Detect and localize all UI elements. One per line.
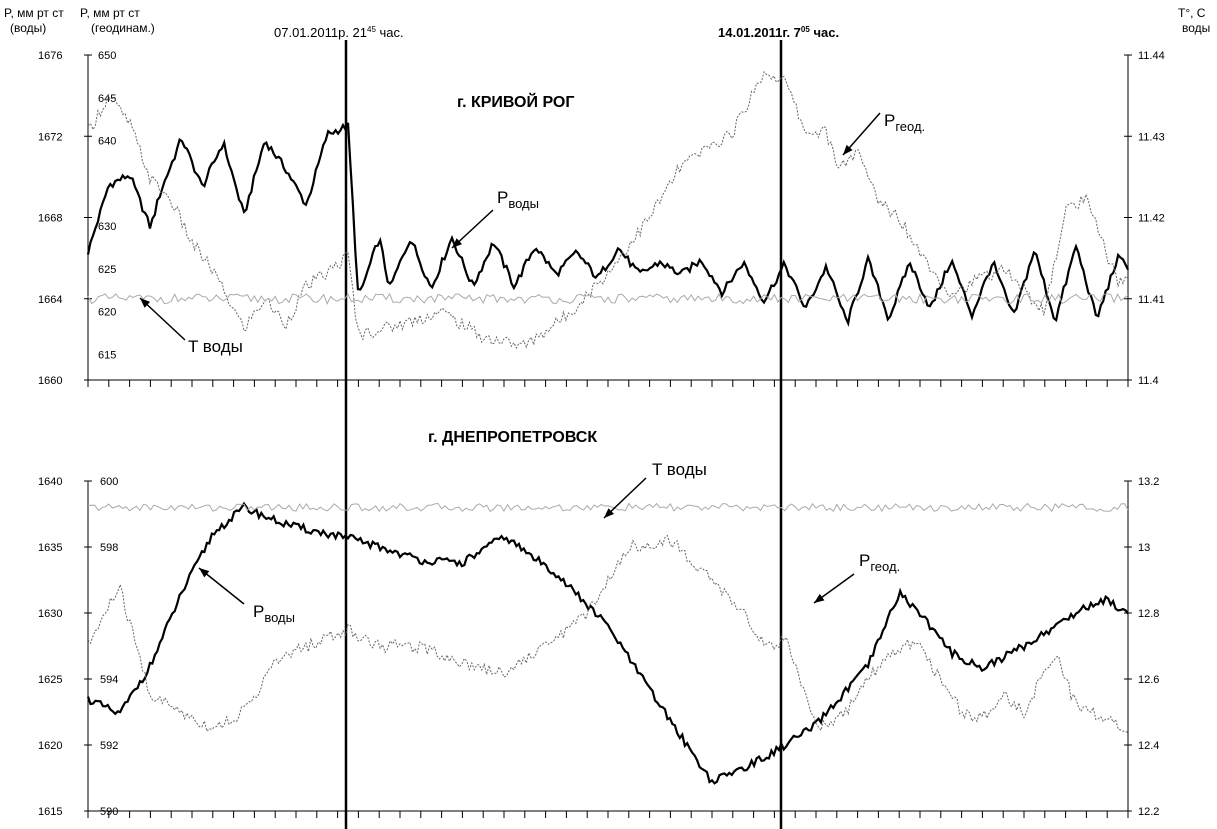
p-water-tick-label: 1668: [38, 213, 62, 225]
annotation-arrowhead: [843, 144, 853, 155]
p-water-tick-label: 1640: [38, 476, 62, 488]
p-water-tick-label: 1635: [38, 542, 62, 554]
p-geod-tick-label: 620: [98, 307, 116, 319]
annotation-arrowhead: [814, 593, 825, 603]
t-water-tick-label: 12.8: [1138, 608, 1159, 620]
p-water-tick-label: 1676: [38, 50, 62, 62]
series-t-water-line: [87, 502, 1129, 513]
t-water-tick-label: 12.6: [1138, 674, 1159, 686]
p-water-tick-label: 1660: [38, 375, 62, 387]
left-axis-1-title: P, мм рт ст: [4, 6, 64, 20]
p-geod-tick-label: 630: [98, 221, 116, 233]
annotation-arrowhead: [604, 508, 614, 518]
p-water-tick-label: 1620: [38, 740, 62, 752]
panel-title: г. ДНЕПРОПЕТРОВСК: [428, 429, 597, 446]
annotation-p-water: Pводы: [497, 188, 539, 211]
p-geod-tick-label: 598: [100, 542, 118, 554]
t-water-tick-label: 11.4: [1138, 375, 1159, 387]
series-p-geod-line: [87, 70, 1129, 350]
left-axis-2-subtitle: (геодинам.): [91, 21, 155, 35]
event1-label: 07.01.2011р. 2145 час.: [274, 25, 404, 40]
t-water-tick-label: 12.2: [1138, 806, 1159, 818]
annotation-p-geod: Pгеод.: [859, 551, 900, 574]
t-water-tick-label: 13.2: [1138, 476, 1159, 488]
annotation-arrowhead: [140, 298, 151, 308]
p-geod-tick-label: 615: [98, 349, 116, 361]
series-p-water-line: [86, 122, 1129, 328]
t-water-tick-label: 13: [1138, 542, 1150, 554]
p-water-tick-label: 1615: [38, 806, 62, 818]
p-water-tick-label: 1630: [38, 608, 62, 620]
p-geod-tick-label: 600: [100, 476, 118, 488]
annotation-arrowhead: [452, 238, 463, 248]
p-water-tick-label: 1672: [38, 131, 62, 143]
p-geod-tick-label: 594: [100, 674, 118, 686]
annotation-arrowhead: [199, 568, 210, 578]
p-geod-tick-label: 640: [98, 136, 116, 148]
t-water-tick-label: 11.42: [1138, 213, 1165, 225]
p-water-tick-label: 1625: [38, 674, 62, 686]
series-p-geod-line: [87, 534, 1129, 734]
series-t-water-line: [87, 292, 1129, 305]
series-p-water-line: [86, 501, 1129, 785]
panel-dnipropetrovsk: 1615 1620 1625 1630 1635 1640 590 592 594 598 600 1…: [38, 429, 1159, 818]
panel-title: г. КРИВОЙ РОГ: [457, 92, 574, 111]
p-geod-tick-label: 625: [98, 264, 116, 276]
annotation-t-water: T воды: [188, 337, 243, 356]
t-water-tick-label: 11.44: [1138, 50, 1165, 62]
annotation-arrow: [139, 297, 186, 341]
t-water-tick-label: 12.4: [1138, 740, 1159, 752]
right-axis-subtitle: воды: [1182, 21, 1210, 35]
t-water-tick-label: 11.43: [1138, 131, 1165, 143]
t-water-tick-label: 11.41: [1138, 294, 1165, 306]
left-axis-2-title: P, мм рт ст: [80, 6, 140, 20]
right-axis-title: T°, C: [1178, 6, 1206, 20]
event2-label: 14.01.2011г. 705 час.: [718, 25, 839, 40]
annotation-p-water: Pводы: [253, 602, 295, 625]
left-axis-1-subtitle: (воды): [10, 21, 46, 35]
p-water-tick-label: 1664: [38, 294, 62, 306]
p-geod-tick-label: 650: [98, 50, 116, 62]
p-geod-tick-label: 592: [100, 740, 118, 752]
panel-kryvyi-rih: 1660166416681672167661562062563064064565…: [38, 50, 1165, 387]
p-geod-tick-label: 590: [100, 806, 118, 818]
annotation-t-water: T воды: [652, 460, 707, 479]
annotation-p-geod: Pгеод.: [884, 111, 925, 134]
